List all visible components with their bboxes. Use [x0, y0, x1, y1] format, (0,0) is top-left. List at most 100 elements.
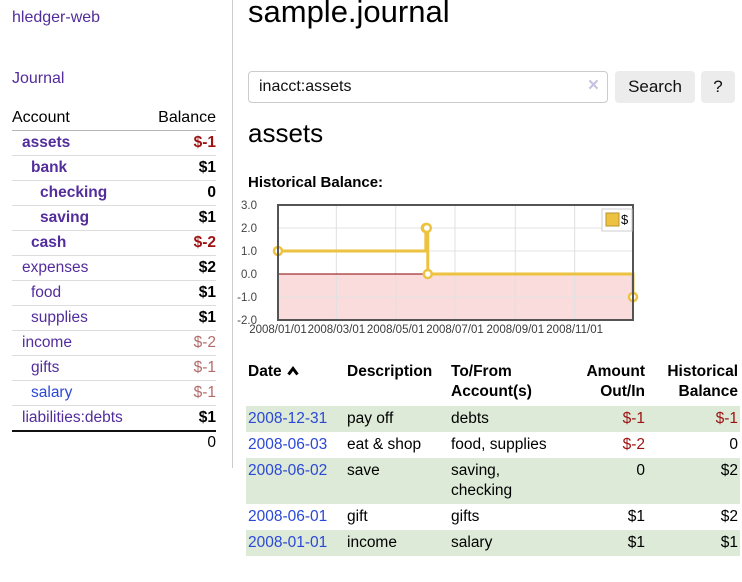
account-link-cash[interactable]: cash	[31, 234, 67, 251]
legend-swatch	[605, 212, 620, 227]
account-balance: $1	[146, 305, 216, 331]
y-axis-tick-label: 3.0	[241, 200, 257, 212]
register-header-accounts: To/From Account(s)	[451, 363, 532, 400]
search-bar: × Search ?	[248, 71, 742, 103]
transaction-description: eat & shop	[347, 436, 422, 453]
register-row: 2008-06-03 eat & shop food, supplies $-2…	[246, 432, 740, 458]
accounts-header-account: Account	[12, 106, 147, 131]
account-balance: $1	[146, 205, 216, 231]
transaction-date-link[interactable]: 2008-12-31	[248, 410, 328, 427]
transaction-description: gift	[347, 508, 368, 525]
account-balance: $-1	[146, 380, 216, 406]
account-row: food $1	[12, 280, 216, 306]
account-link-liabilities-debts[interactable]: liabilities:debts	[22, 409, 123, 426]
app-title-link[interactable]: hledger-web	[12, 9, 101, 26]
transaction-accounts: gifts	[451, 508, 480, 525]
register-row: 2008-12-31 pay off debts $-1 $-1	[246, 406, 740, 432]
transaction-date-link[interactable]: 2008-01-01	[248, 534, 328, 551]
account-heading: assets	[248, 118, 324, 148]
account-balance: $2	[146, 255, 216, 281]
clear-search-icon[interactable]: ×	[587, 75, 599, 96]
transaction-balance: 0	[729, 436, 738, 453]
x-axis-tick-label: 2008/09/01	[487, 324, 545, 336]
account-link-assets[interactable]: assets	[22, 134, 71, 151]
account-balance: 0	[146, 180, 216, 206]
data-point-marker	[421, 222, 433, 234]
accounts-total-spacer	[12, 430, 147, 454]
register-header-description: Description	[347, 363, 433, 380]
search-input[interactable]	[248, 71, 608, 103]
legend-label: $	[621, 212, 629, 227]
account-balance: $1	[146, 405, 216, 432]
account-link-bank[interactable]: bank	[31, 159, 68, 176]
register-header-amount: Amount Out/In	[586, 363, 645, 400]
account-balance: $-2	[146, 330, 216, 356]
account-link-expenses[interactable]: expenses	[22, 259, 89, 276]
transaction-balance: $-1	[715, 410, 738, 427]
transaction-date-link[interactable]: 2008-06-01	[248, 508, 328, 525]
account-row: income $-2	[12, 330, 216, 356]
transaction-amount: $1	[627, 534, 645, 551]
chart-title: Historical Balance:	[248, 174, 384, 191]
transaction-balance: $1	[720, 534, 738, 551]
x-axis-tick-label: 2008/01/01	[249, 324, 307, 336]
account-balance: $-2	[146, 230, 216, 256]
register-row: 2008-01-01 income salary $1 $1	[246, 530, 740, 556]
account-row: gifts $-1	[12, 355, 216, 381]
account-link-income[interactable]: income	[22, 334, 72, 351]
y-axis-tick-label: -1.0	[237, 292, 257, 304]
account-link-salary[interactable]: salary	[31, 384, 73, 401]
transaction-date-link[interactable]: 2008-06-03	[248, 436, 328, 453]
y-axis-tick-label: 1.0	[241, 246, 257, 258]
account-row: salary $-1	[12, 380, 216, 406]
account-balance: $1	[146, 155, 216, 181]
y-axis-tick-label: 0.0	[241, 269, 257, 281]
account-link-food[interactable]: food	[31, 284, 62, 301]
account-balance: $-1	[146, 355, 216, 381]
data-point-marker	[422, 268, 434, 280]
account-row: bank $1	[12, 155, 216, 181]
transaction-balance: $2	[720, 462, 738, 479]
accounts-total-row: 0	[12, 430, 216, 454]
transaction-amount: $-1	[622, 410, 645, 427]
register-table: Date Description To/From Account(s) Amou…	[246, 360, 740, 556]
transaction-accounts: saving, checking	[451, 462, 513, 499]
register-row: 2008-06-02 save saving, checking 0 $2	[246, 458, 740, 504]
help-button[interactable]: ?	[701, 71, 735, 103]
register-header-date-label: Date	[248, 363, 282, 380]
transaction-description: income	[347, 534, 397, 551]
transaction-accounts: salary	[451, 534, 493, 551]
account-row: supplies $1	[12, 305, 216, 331]
sidebar: hledger-web Journal Account Balance asse…	[0, 0, 233, 468]
x-axis-tick-label: 2008/05/01	[367, 324, 425, 336]
account-row: cash $-2	[12, 230, 216, 256]
account-row: expenses $2	[12, 255, 216, 281]
register-header-balance: Historical Balance	[667, 363, 738, 400]
search-button[interactable]: Search	[615, 71, 695, 103]
account-row: liabilities:debts $1	[12, 405, 216, 432]
accounts-table: Account Balance assets $-1 bank $1 checkin…	[12, 106, 216, 454]
transaction-date-link[interactable]: 2008-06-02	[248, 462, 328, 479]
x-axis-tick-label: 2008/03/01	[308, 324, 366, 336]
x-axis-tick-label: 2008/07/01	[426, 324, 484, 336]
accounts-header-balance: Balance	[146, 106, 216, 131]
transaction-balance: $2	[720, 508, 738, 525]
account-link-supplies[interactable]: supplies	[31, 309, 88, 326]
sort-ascending-icon	[286, 366, 299, 376]
transaction-amount: 0	[636, 462, 645, 479]
account-link-saving[interactable]: saving	[40, 209, 90, 226]
sidebar-item-journal[interactable]: Journal	[12, 70, 65, 87]
x-axis-tick-label: 2008/11/01	[546, 324, 603, 336]
transaction-accounts: debts	[451, 410, 489, 427]
transaction-description: save	[347, 462, 380, 479]
account-link-checking[interactable]: checking	[40, 184, 108, 201]
register-header-date[interactable]: Date	[246, 360, 345, 406]
account-row: assets $-1	[12, 130, 216, 156]
register-row: 2008-06-01 gift gifts $1 $2	[246, 504, 740, 530]
account-row: checking 0	[12, 180, 216, 206]
account-link-gifts[interactable]: gifts	[31, 359, 60, 376]
account-row: saving $1	[12, 205, 216, 231]
y-axis-tick-label: -2.0	[237, 315, 257, 327]
plot-border	[277, 204, 634, 321]
